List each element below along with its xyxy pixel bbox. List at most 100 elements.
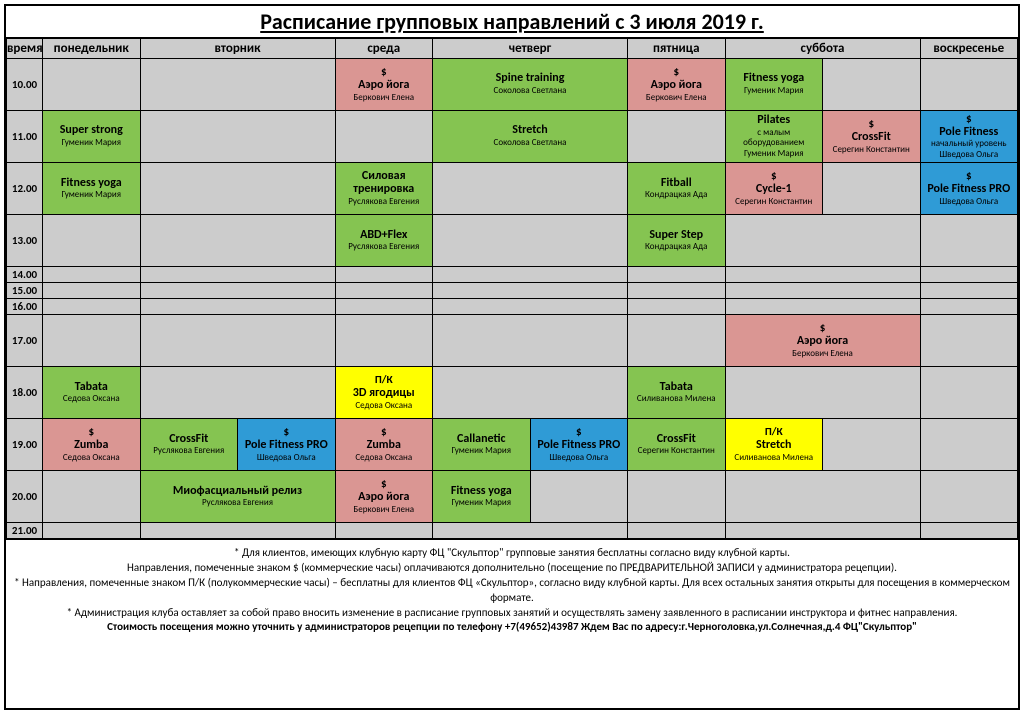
- class-instructor: Седова Оксана: [63, 453, 120, 463]
- footer-line: Направления, помеченные знаком $ (коммер…: [14, 561, 1010, 576]
- schedule-cell: $ZumbaСедова Оксана: [43, 419, 141, 471]
- class-tag: $: [283, 426, 289, 439]
- class-name: Callanetic: [457, 433, 506, 447]
- day-header: вторник: [140, 39, 335, 59]
- class-tag: $: [868, 118, 874, 131]
- schedule-cell: Super StepКондрацкая Ада: [628, 215, 726, 267]
- class-tag: $: [381, 478, 387, 491]
- schedule-table: времяпонедельниквторниксредачетвергпятни…: [6, 38, 1018, 539]
- schedule-cell: [335, 283, 433, 299]
- schedule-cell: [433, 163, 628, 215]
- class-instructor: Гуменик Мария: [61, 190, 121, 200]
- class-instructor: Серегин Константин: [833, 145, 910, 155]
- schedule-cell: [920, 471, 1018, 523]
- schedule-cell: [920, 267, 1018, 283]
- schedule-title: Расписание групповых направлений с 3 июл…: [6, 6, 1018, 38]
- class-instructor: Гуменик Мария: [744, 86, 804, 96]
- time-header: время: [7, 39, 43, 59]
- class-instructor: Беркович Елена: [792, 349, 853, 359]
- class-instructor: Руслякова Евгения: [348, 242, 419, 252]
- class-instructor: Серегин Константин: [638, 446, 715, 456]
- schedule-cell: Fitness yogaГуменик Мария: [725, 59, 823, 111]
- schedule-cell: Spine trainingСоколова Светлана: [433, 59, 628, 111]
- schedule-cell: [725, 283, 920, 299]
- class-name: Pilates: [757, 114, 790, 128]
- schedule-cell: [823, 419, 921, 471]
- class-name: Аэро йога: [651, 79, 702, 93]
- class-tag: $: [966, 113, 972, 126]
- schedule-cell: $CrossFitСерегин Константин: [823, 111, 921, 163]
- class-tag: $: [673, 66, 679, 79]
- class-name: Zumba: [74, 439, 108, 453]
- schedule-cell: [140, 163, 335, 215]
- class-name: Силовая тренировка: [338, 170, 431, 198]
- schedule-cell: [433, 299, 628, 315]
- class-instructor: Седова Оксана: [355, 401, 412, 411]
- class-instructor: Шведова Ольга: [939, 150, 998, 160]
- class-name: Spine training: [496, 72, 565, 86]
- schedule-cell: П/КStretchСиливанова Милена: [725, 419, 823, 471]
- class-subtitle: с малым оборудованием: [728, 128, 821, 149]
- class-name: Stretch: [512, 124, 547, 138]
- schedule-cell: CrossFitСерегин Константин: [628, 419, 726, 471]
- schedule-cell: Pilatesс малым оборудованиемГуменик Мари…: [725, 111, 823, 163]
- class-instructor: Беркович Елена: [353, 93, 414, 103]
- class-name: Super strong: [60, 124, 123, 138]
- class-name: CrossFit: [852, 131, 891, 145]
- time-cell: 15.00: [7, 283, 43, 299]
- schedule-cell: [140, 283, 335, 299]
- time-cell: 16.00: [7, 299, 43, 315]
- schedule-cell: [140, 315, 335, 367]
- day-header: суббота: [725, 39, 920, 59]
- schedule-cell: [43, 59, 141, 111]
- schedule-cell: $Pole Fitness PROШведова Ольга: [238, 419, 336, 471]
- class-tag: $: [576, 426, 582, 439]
- class-instructor: Кондрацкая Ада: [645, 242, 707, 252]
- schedule-cell: [43, 471, 141, 523]
- class-instructor: Силиванова Милена: [637, 394, 716, 404]
- class-instructor: Соколова Светлана: [494, 86, 567, 96]
- class-instructor: Шведова Ольга: [939, 197, 998, 207]
- schedule-cell: [140, 367, 335, 419]
- schedule-cell: ABD+FlexРуслякова Евгения: [335, 215, 433, 267]
- schedule-cell: [920, 59, 1018, 111]
- day-header: среда: [335, 39, 433, 59]
- class-tag: $: [88, 426, 94, 439]
- schedule-cell: [823, 163, 921, 215]
- schedule-cell: [140, 523, 335, 539]
- class-tag: $: [381, 66, 387, 79]
- class-name: Pole Fitness: [939, 126, 998, 140]
- schedule-body: 10.00$Аэро йогаБеркович ЕленаSpine train…: [7, 59, 1018, 539]
- schedule-cell: StretchСоколова Светлана: [433, 111, 628, 163]
- time-cell: 13.00: [7, 215, 43, 267]
- schedule-cell: [140, 59, 335, 111]
- schedule-cell: [433, 315, 628, 367]
- schedule-cell: [628, 111, 726, 163]
- schedule-cell: $Pole Fitness PROШведова Ольга: [920, 163, 1018, 215]
- footer-line: * Направления, помеченные знаком П/К (по…: [14, 576, 1010, 606]
- class-name: Аэро йога: [797, 335, 848, 349]
- class-name: Stretch: [756, 439, 791, 453]
- class-instructor: Гуменик Мария: [744, 149, 804, 159]
- class-instructor: Седова Оксана: [355, 453, 412, 463]
- schedule-cell: $Cycle-1Серегин Константин: [725, 163, 823, 215]
- schedule-cell: Fitness yogaГуменик Мария: [43, 163, 141, 215]
- schedule-cell: [628, 315, 726, 367]
- time-cell: 10.00: [7, 59, 43, 111]
- schedule-cell: $Pole Fitnessначальный уровеньШведова Ол…: [920, 111, 1018, 163]
- schedule-cell: П/К3D ягодицыСедова Оксана: [335, 367, 433, 419]
- schedule-cell: [920, 299, 1018, 315]
- class-instructor: Седова Оксана: [63, 394, 120, 404]
- class-instructor: Силиванова Милена: [734, 453, 813, 463]
- schedule-cell: [335, 267, 433, 283]
- schedule-cell: [920, 283, 1018, 299]
- time-cell: 11.00: [7, 111, 43, 163]
- time-cell: 17.00: [7, 315, 43, 367]
- class-instructor: Кондрацкая Ада: [645, 190, 707, 200]
- class-name: Zumba: [367, 439, 401, 453]
- schedule-cell: [433, 523, 628, 539]
- class-name: ABD+Flex: [360, 229, 407, 243]
- schedule-cell: [335, 111, 433, 163]
- schedule-cell: [628, 471, 726, 523]
- class-tag: $: [381, 426, 387, 439]
